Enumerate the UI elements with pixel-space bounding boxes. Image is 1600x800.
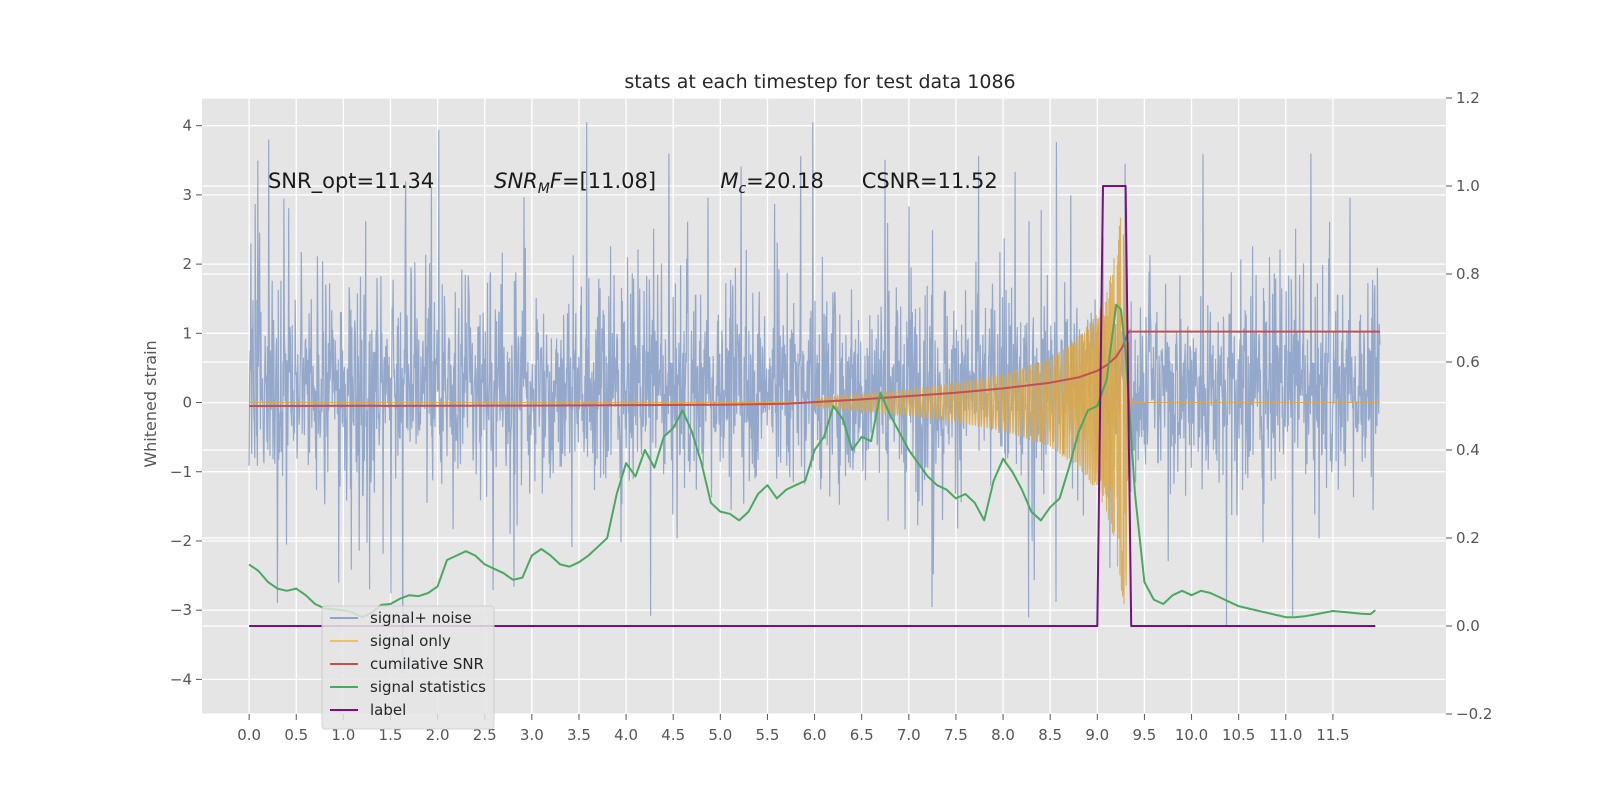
y-tick-label: 1 <box>182 324 192 342</box>
legend-label: cumilative SNR <box>370 655 484 673</box>
line-series <box>248 185 1380 627</box>
signal-only-series <box>249 182 1380 605</box>
y-right-tick-label: 1.0 <box>1456 177 1480 195</box>
x-tick-label: 3.5 <box>567 726 591 744</box>
x-tick-label: 1.0 <box>331 726 355 744</box>
legend-box <box>321 605 495 730</box>
label-line <box>249 185 1376 627</box>
x-tick-label: 10.0 <box>1175 726 1208 744</box>
legend-label: label <box>370 701 406 719</box>
y-tick-label: −4 <box>170 670 192 688</box>
y-tick-label: 0 <box>182 394 192 412</box>
x-tick-label: 1.5 <box>379 726 403 744</box>
signal-noise-line <box>248 122 1381 674</box>
x-tick-label: 10.5 <box>1222 726 1255 744</box>
y-tick-label: 3 <box>182 186 192 204</box>
y-tick-label: 2 <box>182 255 192 273</box>
annotation-0: SNR_opt=11.34 <box>268 169 434 194</box>
x-tick-label: 0.0 <box>237 726 261 744</box>
y-axis-label: Whitened strain <box>141 340 160 467</box>
signal-noise-series <box>248 122 1381 674</box>
x-tick-label: 5.0 <box>708 726 732 744</box>
cumilative-SNR-line <box>249 330 1380 407</box>
x-tick-label: 4.5 <box>661 726 685 744</box>
x-tick-label: 7.0 <box>897 726 921 744</box>
x-tick-label: 2.5 <box>473 726 497 744</box>
x-tick-label: 7.5 <box>944 726 968 744</box>
chart-title: stats at each timestep for test data 108… <box>624 71 1015 93</box>
y-tick-label: 4 <box>182 117 192 135</box>
y-right-tick-label: 0.0 <box>1456 617 1480 635</box>
x-tick-label: 6.0 <box>803 726 827 744</box>
y-tick-label: −2 <box>170 532 192 550</box>
x-tick-label: 11.5 <box>1316 726 1349 744</box>
x-tick-label: 6.5 <box>850 726 874 744</box>
x-tick-label: 9.5 <box>1132 726 1156 744</box>
x-tick-label: 8.0 <box>991 726 1015 744</box>
annotations: SNR_opt=11.34 SNRMF=[11.08] Mc=20.18 CSNR=1… <box>268 169 998 197</box>
y-right-tick-label: −0.2 <box>1456 705 1492 723</box>
y-right-tick-label: 0.4 <box>1456 441 1480 459</box>
x-tick-label: 8.5 <box>1038 726 1062 744</box>
x-tick-label: 11.0 <box>1269 726 1302 744</box>
x-tick-label: 3.0 <box>520 726 544 744</box>
y-tick-label: −1 <box>170 463 192 481</box>
legend-label: signal+ noise <box>370 609 472 627</box>
legend-label: signal only <box>370 632 451 650</box>
y-right-tick-label: 0.8 <box>1456 265 1480 283</box>
y-tick-label: −3 <box>170 601 192 619</box>
x-tick-label: 5.5 <box>756 726 780 744</box>
y-right-tick-label: 0.2 <box>1456 529 1480 547</box>
ticks: 0.0 0.5 1.0 1.5 2.0 2.5 3.0 3.5 4.0 4.5 5.0 5.5 6.0 6… <box>170 89 1493 744</box>
x-tick-label: 2.0 <box>426 726 450 744</box>
x-tick-label: 0.5 <box>284 726 308 744</box>
x-tick-label: 4.0 <box>614 726 638 744</box>
annotation-2: Mc=20.18 <box>720 169 824 197</box>
annotation-3: CSNR=11.52 <box>862 169 998 193</box>
y-right-tick-label: 1.2 <box>1456 89 1480 107</box>
legend-label: signal statistics <box>370 678 486 696</box>
signal-statistics-line <box>248 303 1376 619</box>
legend: signal+ noise signal only cumilative SNR si… <box>321 605 495 730</box>
signal-only-line <box>249 182 1380 605</box>
annotation-1: SNRMF=[11.08] <box>494 169 656 197</box>
y-right-tick-label: 0.6 <box>1456 353 1480 371</box>
x-tick-label: 9.0 <box>1085 726 1109 744</box>
